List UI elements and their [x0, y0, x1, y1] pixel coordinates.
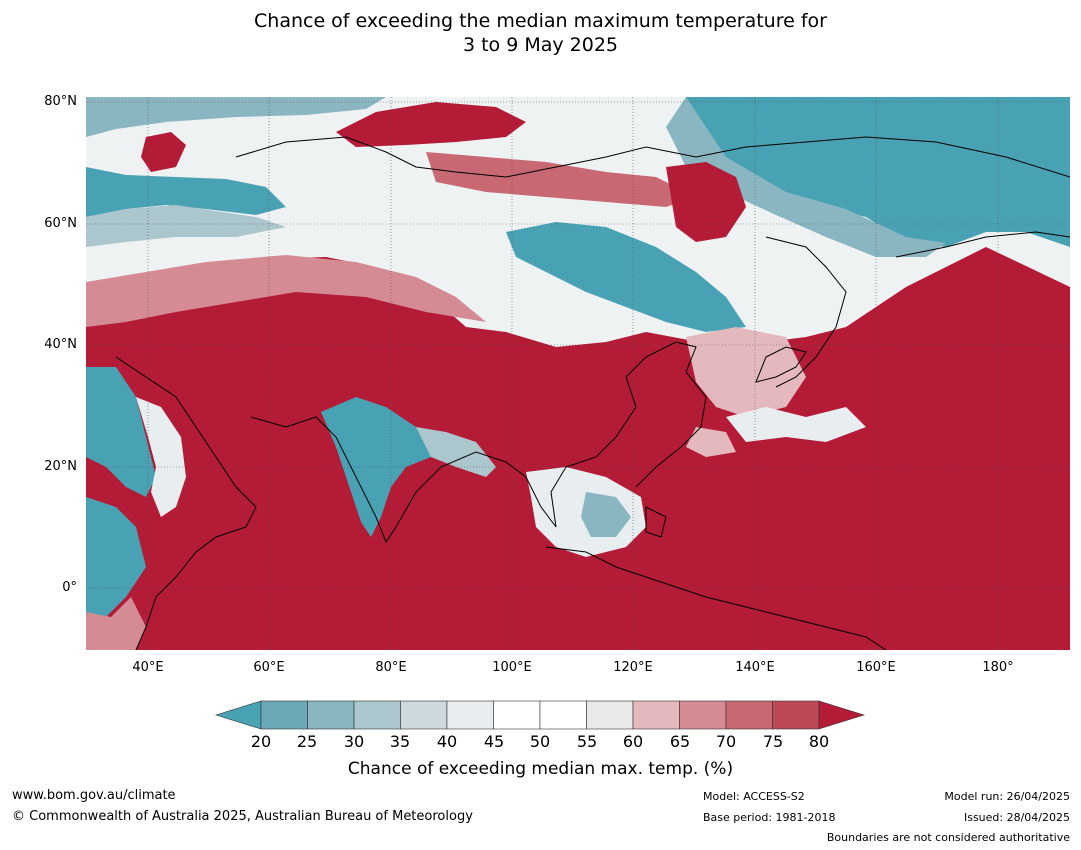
- region-arctic-red-2: [141, 132, 186, 172]
- lat-label-0: 0°: [62, 580, 77, 595]
- colorbar-segment: [260, 700, 308, 730]
- region-india-light: [416, 427, 496, 477]
- footer-website: www.bom.gov.au/climate: [12, 788, 176, 803]
- map-canvas: [86, 97, 1070, 650]
- colorbar-tick: 75: [762, 732, 784, 751]
- lon-label-160e: 160°E: [856, 660, 896, 675]
- colorbar-segment: [353, 700, 401, 730]
- coastlines: [115, 136, 1070, 650]
- lat-label-80n: 80°N: [44, 94, 77, 109]
- region-siberia-teal: [506, 222, 746, 332]
- colorbar-segment: [679, 700, 727, 730]
- lat-label-20n: 20°N: [44, 459, 77, 474]
- colorbar-tick: 25: [296, 732, 318, 751]
- region-kolyma-red: [666, 162, 746, 242]
- colorbar-tick: 20: [250, 732, 272, 751]
- region-india-teal: [321, 397, 436, 537]
- colorbar-tick: 70: [715, 732, 737, 751]
- lon-label-100e: 100°E: [492, 660, 532, 675]
- region-arabia-light: [136, 397, 186, 517]
- region-africa-pink: [86, 597, 146, 650]
- lon-label-120e: 120°E: [613, 660, 653, 675]
- footer-issued: Issued: 28/04/2025: [963, 811, 1070, 824]
- region-siberia-pink: [426, 152, 696, 207]
- map-graticule: [86, 97, 1070, 650]
- region-northwest-teal: [86, 167, 286, 217]
- colorbar-tick: 30: [343, 732, 365, 751]
- colorbar-segment: [772, 700, 820, 730]
- colorbar-segment: [539, 700, 587, 730]
- region-northwest-teal-light: [86, 205, 286, 247]
- colorbar-tick: 50: [529, 732, 551, 751]
- chart-title-line-1: Chance of exceeding the median maximum t…: [254, 10, 827, 32]
- region-pole-teal: [86, 97, 386, 137]
- region-northeast-teal: [686, 97, 1070, 247]
- footer-copyright: © Commonwealth of Australia 2025, Austra…: [12, 809, 473, 824]
- region-east-asia-light: [686, 327, 806, 417]
- colorbar-segment: [586, 700, 634, 730]
- colorbar-tick: 55: [576, 732, 598, 751]
- probability-map: [86, 97, 1070, 650]
- lon-label-180: 180°: [982, 660, 1014, 675]
- footer-boundaries-note: Boundaries are not considered authoritat…: [826, 831, 1070, 844]
- region-pacific-scatter-2: [686, 427, 736, 457]
- lon-label-80e: 80°E: [375, 660, 407, 675]
- chart-title-line-2: 3 to 9 May 2025: [462, 34, 619, 56]
- lat-label-40n: 40°N: [44, 337, 77, 352]
- colorbar-tick: 60: [622, 732, 644, 751]
- colorbar-label: Chance of exceeding median max. temp. (%…: [347, 759, 734, 779]
- footer-base-period: Base period: 1981-2018: [703, 811, 836, 824]
- colorbar-tick: 35: [389, 732, 411, 751]
- region-seasia-teal: [581, 492, 631, 537]
- colorbar-tick: 45: [483, 732, 505, 751]
- colorbar: [214, 700, 866, 730]
- colorbar-segment: [632, 700, 680, 730]
- colorbar-tick: 80: [808, 732, 830, 751]
- footer-model-run: Model run: 26/04/2025: [944, 790, 1070, 803]
- region-pacific-scatter-1: [726, 407, 866, 442]
- colorbar-extend-low: [214, 700, 262, 730]
- region-middle-east-teal: [86, 367, 156, 497]
- colorbar-segment: [725, 700, 773, 730]
- lon-label-140e: 140°E: [735, 660, 775, 675]
- lon-label-60e: 60°E: [253, 660, 285, 675]
- lat-label-60n: 60°N: [44, 216, 77, 231]
- colorbar-segment: [446, 700, 494, 730]
- region-africa-teal: [86, 497, 146, 617]
- region-central-asia-pink: [86, 255, 486, 327]
- colorbar-tick: 40: [436, 732, 458, 751]
- colorbar-tick: 65: [669, 732, 691, 751]
- colorbar-extend-high: [818, 700, 866, 730]
- footer-model: Model: ACCESS-S2: [703, 790, 805, 803]
- colorbar-segment: [400, 700, 448, 730]
- colorbar-segment: [307, 700, 355, 730]
- region-arctic-red-1: [336, 102, 526, 147]
- colorbar-segment: [493, 700, 541, 730]
- lon-label-40e: 40°E: [132, 660, 164, 675]
